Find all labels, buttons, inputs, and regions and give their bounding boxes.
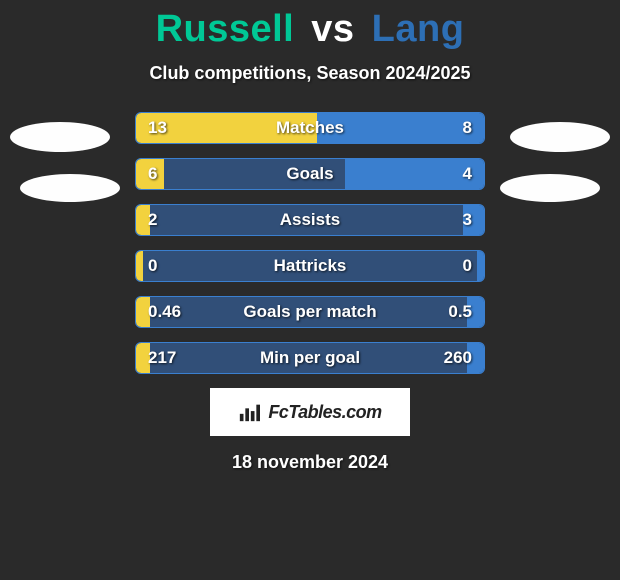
- stat-label: Matches: [136, 113, 484, 143]
- brand-box: FcTables.com: [210, 388, 410, 436]
- stat-row: 64Goals: [135, 158, 485, 190]
- stat-row: 0.460.5Goals per match: [135, 296, 485, 328]
- stat-row: 00Hattricks: [135, 250, 485, 282]
- comparison-title: Russell vs Lang: [0, 0, 620, 51]
- bars-icon: [238, 401, 260, 423]
- stat-label: Goals per match: [136, 297, 484, 327]
- stat-label: Goals: [136, 159, 484, 189]
- player1-name: Russell: [156, 8, 295, 50]
- date-text: 18 november 2024: [0, 452, 620, 473]
- decor-ellipse-left-1: [10, 122, 110, 152]
- stat-row: 138Matches: [135, 112, 485, 144]
- stat-label: Hattricks: [136, 251, 484, 281]
- brand-text: FcTables.com: [268, 402, 381, 423]
- decor-ellipse-left-2: [20, 174, 120, 202]
- stat-row: 217260Min per goal: [135, 342, 485, 374]
- decor-ellipse-right-2: [500, 174, 600, 202]
- stat-row: 23Assists: [135, 204, 485, 236]
- vs-text: vs: [311, 8, 354, 50]
- stats-container: 138Matches 64Goals 23Assists 00Hattricks 0.4…: [135, 112, 485, 374]
- stat-label: Min per goal: [136, 343, 484, 373]
- subtitle: Club competitions, Season 2024/2025: [0, 63, 620, 84]
- decor-ellipse-right-1: [510, 122, 610, 152]
- player2-name: Lang: [372, 8, 465, 50]
- stat-label: Assists: [136, 205, 484, 235]
